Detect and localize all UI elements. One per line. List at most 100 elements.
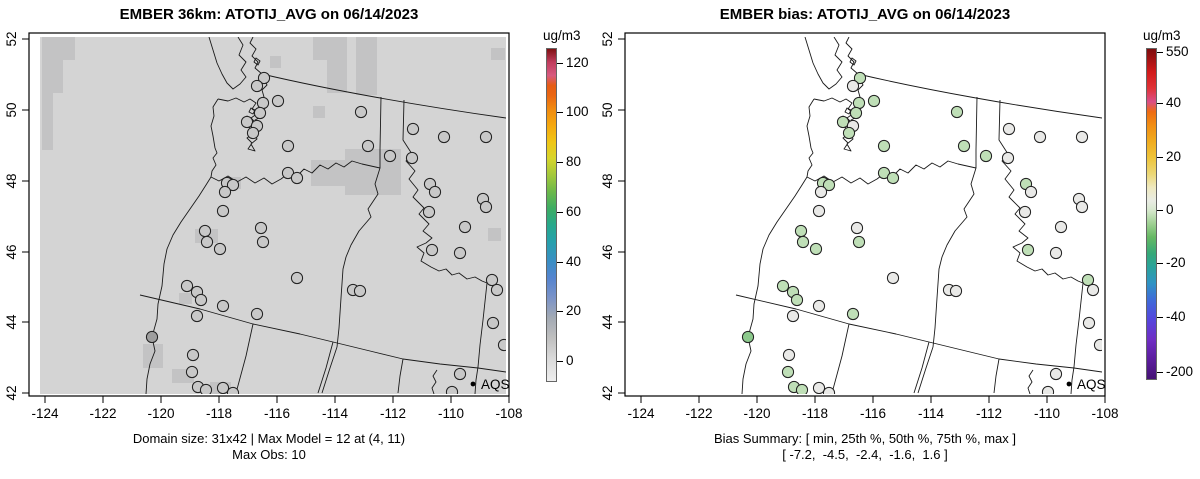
y-tick-label: 46 <box>4 244 19 259</box>
x-tick-label: -108 <box>495 406 522 421</box>
colorbar-tick-label: 60 <box>566 204 582 219</box>
site-marker <box>490 283 504 297</box>
site-marker <box>453 367 467 381</box>
model-cell <box>491 48 505 60</box>
site-marker <box>1049 367 1063 381</box>
site-marker <box>226 386 240 394</box>
caption-bias-line2: [ -7.2, -4.5, -2.4, -1.6, 1.6 ] <box>782 447 948 462</box>
site-marker <box>979 149 993 163</box>
site-marker <box>846 307 860 321</box>
x-tick-label: -112 <box>380 406 406 421</box>
site-marker <box>290 171 304 185</box>
site-marker <box>486 316 500 330</box>
site-marker <box>794 224 808 238</box>
model-cell <box>327 60 347 93</box>
aqs-legend-dot <box>1066 381 1072 387</box>
site-marker <box>437 130 451 144</box>
state-border-line <box>845 37 859 75</box>
colorbar-tick <box>557 63 563 64</box>
colorbar-tick <box>557 311 563 312</box>
colorbar-tick-label: 550 <box>1166 44 1189 59</box>
model-cell <box>42 60 63 93</box>
colorbar-tick-label: 20 <box>1166 149 1182 164</box>
site-marker <box>226 178 240 192</box>
x-tick-label: -118 <box>802 406 828 421</box>
site-marker <box>216 299 230 313</box>
site-marker <box>216 204 230 218</box>
aqs-legend-label: AQS <box>1077 377 1106 392</box>
site-marker <box>781 365 795 379</box>
site-marker <box>1002 122 1016 136</box>
site-marker <box>213 242 227 256</box>
site-marker <box>1081 273 1095 287</box>
site-marker <box>814 185 828 199</box>
colorbar-tick <box>1157 372 1163 373</box>
site-marker <box>809 242 823 256</box>
site-marker <box>852 96 866 110</box>
plot-box <box>624 32 1106 397</box>
site-marker <box>1054 220 1068 234</box>
colorbar-tick-label: 120 <box>566 55 589 70</box>
colorbar-tick-label: 0 <box>566 353 574 368</box>
caption-model-line1: Domain size: 31x42 | Max Model = 12 at (… <box>132 431 406 446</box>
site-marker <box>453 246 467 260</box>
model-cell <box>313 37 347 60</box>
state-border-line <box>735 294 1102 373</box>
state-border-line <box>208 37 247 90</box>
colorbar-tick-label: 100 <box>566 104 589 119</box>
site-marker <box>254 221 268 235</box>
site-marker <box>822 178 836 192</box>
state-border-line <box>932 96 978 348</box>
site-marker <box>479 130 493 144</box>
state-border-line <box>913 341 930 394</box>
site-marker <box>199 383 213 394</box>
model-cell <box>311 160 345 186</box>
colorbar-tick <box>1157 52 1163 53</box>
state-border-line <box>857 73 1102 119</box>
x-tick-label: -112 <box>976 406 1002 421</box>
state-border-line <box>139 294 506 373</box>
site-marker <box>186 348 200 362</box>
site-marker <box>445 385 459 394</box>
state-border-line <box>998 99 1084 284</box>
model-cell <box>179 293 192 304</box>
site-marker <box>271 94 285 108</box>
model-cell <box>42 93 53 150</box>
state-border-line <box>1070 282 1084 394</box>
x-tick-label: -120 <box>147 406 174 421</box>
model-cell <box>270 56 281 68</box>
site-marker <box>422 205 436 219</box>
site-marker <box>782 348 796 362</box>
site-marker <box>950 105 964 119</box>
x-tick-label: -110 <box>1034 406 1060 421</box>
site-marker <box>256 235 270 249</box>
colorbar-units-label-bias: ug/m3 <box>1143 28 1181 43</box>
caption-bias-line1: Bias Summary: [ min, 25th %, 50th %, 75t… <box>713 431 1016 446</box>
y-tick-label: 52 <box>600 31 615 46</box>
site-marker <box>425 243 439 257</box>
state-border-line <box>317 341 334 394</box>
site-marker <box>257 71 271 85</box>
model-cell <box>356 37 377 95</box>
site-marker <box>200 235 214 249</box>
state-border-line <box>993 358 1000 394</box>
site-marker <box>822 386 836 394</box>
colorbar-tick <box>557 162 563 163</box>
x-tick-label: -114 <box>322 406 349 421</box>
site-marker <box>497 338 506 352</box>
state-border-line <box>336 96 382 348</box>
site-marker <box>281 139 295 153</box>
site-marker <box>853 71 867 85</box>
site-marker <box>949 284 963 298</box>
y-tick-label: 50 <box>600 102 615 117</box>
x-tick-label: -108 <box>1091 406 1118 421</box>
raster-background <box>636 37 1102 394</box>
site-marker <box>796 235 810 249</box>
site-marker <box>1075 200 1089 214</box>
site-marker <box>1086 283 1100 297</box>
site-marker <box>776 279 790 293</box>
site-marker <box>852 235 866 249</box>
site-marker <box>1082 316 1096 330</box>
site-marker <box>458 220 472 234</box>
